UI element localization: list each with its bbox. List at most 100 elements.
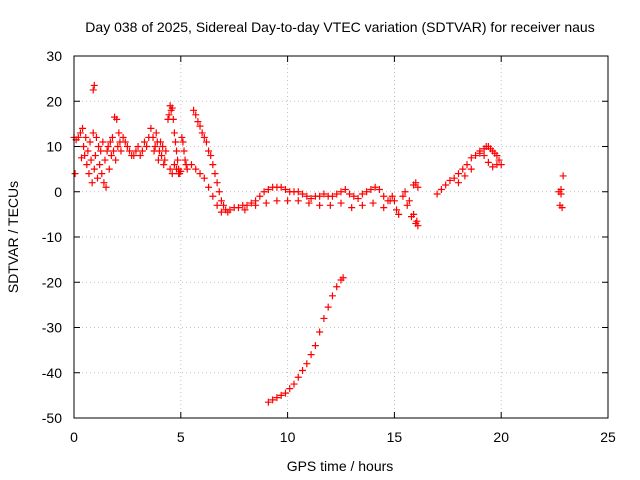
data-point [152, 129, 160, 137]
data-point [179, 138, 187, 146]
y-tick-label: 0 [54, 184, 62, 200]
data-point [82, 133, 90, 141]
data-point [134, 143, 142, 150]
data-point [412, 179, 420, 187]
data-point [299, 366, 307, 374]
data-point [277, 391, 285, 399]
data-point [74, 133, 82, 141]
data-point [316, 192, 324, 200]
data-point [243, 201, 251, 209]
data-point [358, 190, 366, 198]
data-point [350, 192, 358, 200]
data-point [390, 197, 398, 205]
data-point [149, 133, 157, 141]
data-point [105, 165, 113, 173]
data-point [454, 170, 462, 178]
data-point [168, 104, 176, 112]
data-point [121, 138, 129, 146]
x-tick-label: 10 [280, 429, 296, 445]
data-point [401, 188, 409, 196]
data-point [339, 274, 347, 282]
data-point [316, 201, 324, 209]
data-point [80, 143, 88, 150]
data-point [281, 185, 289, 193]
data-point [241, 206, 249, 214]
data-point [413, 217, 421, 225]
data-point [346, 190, 354, 198]
data-point [557, 190, 565, 198]
data-point [450, 174, 458, 182]
data-point [100, 179, 108, 187]
data-point [81, 152, 89, 160]
data-point [467, 154, 475, 162]
data-point [369, 199, 377, 207]
data-point [405, 197, 413, 205]
series-early-scatter [70, 81, 170, 191]
data-point [202, 138, 210, 146]
data-point [102, 183, 110, 191]
data-point [157, 138, 165, 146]
data-point [126, 147, 134, 155]
data-point [99, 138, 107, 146]
data-point [311, 342, 319, 350]
data-point [85, 170, 93, 178]
y-tick-label: -20 [42, 274, 62, 290]
data-point [158, 152, 166, 160]
data-point [414, 222, 422, 230]
data-point [328, 192, 336, 200]
data-point [459, 165, 467, 173]
data-point [476, 147, 484, 155]
data-point [226, 206, 234, 214]
data-point [79, 124, 87, 132]
data-point [196, 170, 204, 178]
data-point [284, 197, 292, 205]
data-point [303, 192, 311, 200]
y-tick-label: -30 [42, 320, 62, 336]
data-point [437, 185, 445, 193]
data-point [358, 201, 366, 209]
y-tick-label: 20 [46, 93, 62, 109]
data-point [234, 204, 242, 212]
data-point [262, 199, 270, 207]
data-point [88, 179, 96, 187]
data-point [104, 143, 112, 150]
data-point [117, 147, 125, 155]
data-point [170, 161, 178, 169]
data-point [337, 188, 345, 196]
data-point [281, 389, 289, 397]
data-point [192, 165, 200, 173]
x-tick-label: 20 [493, 429, 509, 445]
data-point [173, 165, 181, 173]
data-point [108, 133, 116, 141]
data-point [209, 192, 217, 200]
data-point [76, 129, 84, 137]
data-point [123, 143, 131, 150]
data-point [375, 185, 383, 193]
x-tick-labels: 0 5 10 15 20 25 [70, 429, 616, 445]
series-morning-ridge [164, 102, 191, 178]
data-point [286, 385, 294, 393]
data-point [442, 181, 450, 189]
data-point [247, 199, 255, 207]
data-point [264, 398, 272, 406]
data-point [354, 195, 362, 203]
y-tick-label: 30 [46, 48, 62, 64]
data-point [89, 86, 97, 94]
data-point [463, 161, 471, 169]
data-point [264, 185, 272, 193]
data-point [328, 292, 336, 300]
data-point [433, 190, 441, 198]
data-point [154, 156, 162, 164]
data-point [110, 147, 118, 155]
data-point [130, 152, 138, 160]
data-point [162, 147, 170, 155]
data-point [217, 197, 225, 205]
data-point [161, 156, 169, 164]
data-point [87, 156, 95, 164]
data-point [399, 192, 407, 200]
data-point [363, 188, 371, 196]
data-point [92, 133, 100, 141]
data-point [410, 210, 418, 218]
series-main-descent [187, 106, 232, 216]
